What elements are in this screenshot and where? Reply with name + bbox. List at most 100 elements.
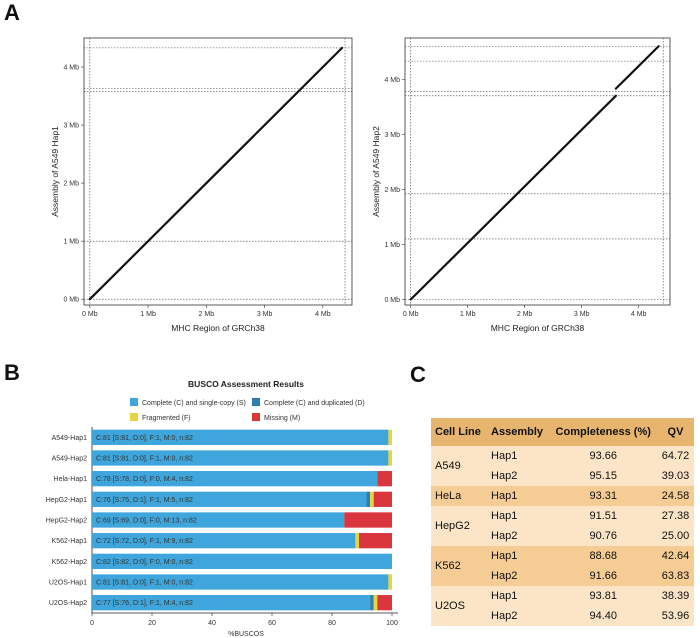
chart-title: BUSCO Assessment Results	[188, 379, 304, 389]
category-label: Hela-Hap1	[54, 476, 88, 483]
assembly-cell: Hap2	[487, 606, 550, 626]
completeness-cell: 95.15	[549, 466, 658, 486]
legend-label: Complete (C) and duplicated (D)	[264, 400, 365, 407]
bar-segment	[388, 574, 392, 590]
category-label: K562-Hap1	[52, 538, 88, 545]
bar-segment	[92, 595, 371, 611]
cell-line-cell: HeLa	[431, 486, 488, 506]
x-tick-label: 0 Mb	[403, 311, 419, 318]
category-label: K562-Hap2	[52, 559, 88, 566]
bar-segment	[92, 491, 367, 507]
header-assembly: Assembly	[487, 418, 550, 446]
x-tick-label: 3 Mb	[574, 311, 590, 318]
bar-segment	[344, 512, 392, 528]
x-axis-label: %BUSCOS	[228, 631, 264, 638]
assembly-cell: Hap2	[487, 566, 550, 586]
bar-segment	[359, 533, 392, 549]
cell-line-cell: U2OS	[431, 586, 488, 626]
completeness-cell: 88.68	[549, 546, 658, 566]
category-label: U2OS-Hap1	[49, 580, 87, 587]
bar-segment	[92, 471, 378, 487]
y-axis-label: Assembly of A549 Hap2	[371, 126, 381, 217]
bar-segment	[377, 471, 392, 487]
alignment-segment	[409, 94, 617, 301]
x-tick-label: 0	[90, 620, 94, 627]
plot-frame	[83, 37, 353, 306]
x-tick-label: 1 Mb	[140, 311, 156, 318]
qv-cell: 53.96	[657, 606, 694, 626]
bar-segment	[388, 450, 392, 466]
table-row: U2OS Hap1 93.81 38.39	[431, 586, 694, 626]
x-tick-label: 4 Mb	[631, 311, 647, 318]
bar-data-label: C:78 [S:78, D:0], F:0, M:4, n:82	[96, 476, 193, 483]
qv-cell: 42.64	[657, 546, 694, 566]
x-tick-label: 60	[268, 620, 276, 627]
x-tick-label: 20	[148, 620, 156, 627]
bar-segment	[366, 491, 371, 507]
table-row: K562 Hap1 88.68 42.64	[431, 546, 694, 586]
completeness-cell: 93.66	[549, 446, 658, 466]
x-tick-label: 100	[386, 620, 398, 627]
table-row: HeLa Hap1 93.31 24.58	[431, 486, 694, 506]
bar-data-label: C:77 [S:76, D:1], F:1, M:4, n:82	[96, 600, 193, 607]
table-row: Hap2 95.15 39.03	[431, 466, 694, 486]
qv-cell: 39.03	[657, 466, 694, 486]
bar-segment	[92, 574, 389, 590]
y-tick-label: 2 Mb	[63, 181, 79, 188]
completeness-cell: 91.66	[549, 566, 658, 586]
legend-swatch	[252, 398, 260, 406]
bar-segment	[370, 491, 374, 507]
y-tick-label: 1 Mb	[63, 239, 79, 246]
qv-cell: 24.58	[657, 486, 694, 506]
table-header-row: Cell Line Assembly Completeness (%) QV	[431, 418, 694, 446]
y-tick-label: 3 Mb	[384, 132, 400, 139]
panel-label-a: A	[4, 0, 20, 25]
table-body: A549 Hap1 93.66 64.72 Hap2 95.15 39.03 HeLa Hap1…	[431, 446, 694, 626]
category-label: A549-Hap2	[52, 456, 88, 463]
qv-cell: 63.83	[657, 566, 694, 586]
panel-label-c: C	[410, 362, 426, 387]
qv-cell: 27.38	[657, 506, 694, 526]
x-axis-label: MHC Region of GRCh38	[171, 323, 265, 333]
x-tick-label: 2 Mb	[199, 311, 215, 318]
bar-segment	[92, 512, 345, 528]
cell-line-cell: A549	[431, 446, 488, 486]
qv-cell: 25.00	[657, 526, 694, 546]
completeness-cell: 93.81	[549, 586, 658, 606]
x-tick-label: 40	[208, 620, 216, 627]
bar-data-label: C:69 [S:69, D:0], F:0, M:13, n:82	[96, 518, 197, 525]
completeness-cell: 90.76	[549, 526, 658, 546]
category-label: HepG2-Hap1	[46, 497, 87, 504]
panel-label-b: B	[4, 360, 20, 385]
y-tick-label: 1 Mb	[384, 242, 400, 249]
x-tick-label: 1 Mb	[460, 311, 476, 318]
header-cell-line: Cell Line	[431, 418, 488, 446]
header-completeness: Completeness (%)	[549, 418, 658, 446]
cell-line-cell: HepG2	[431, 506, 488, 546]
table-row: Hap2 94.40 53.96	[431, 606, 694, 626]
assembly-cell: Hap1	[487, 586, 550, 606]
legend-swatch	[130, 413, 138, 421]
bar-segment	[92, 553, 392, 569]
x-tick-label: 4 Mb	[315, 311, 331, 318]
header-qv: QV	[657, 418, 694, 446]
bar-segment	[92, 429, 389, 445]
legend-label: Missing (M)	[264, 415, 300, 422]
table-row: Hap2 91.66 63.83	[431, 566, 694, 586]
bar-data-label: C:81 [S:81, D:0], F:1, M:0, n:82	[96, 580, 193, 587]
bar-segment	[388, 429, 392, 445]
y-tick-label: 4 Mb	[384, 77, 400, 84]
completeness-cell: 93.31	[549, 486, 658, 506]
category-label: A549-Hap1	[52, 435, 88, 442]
category-label: U2OS-Hap2	[49, 600, 87, 607]
legend-label: Complete (C) and single-copy (S)	[142, 400, 246, 407]
category-label: HepG2-Hap2	[46, 518, 87, 525]
bar-segment	[92, 450, 389, 466]
y-tick-label: 2 Mb	[384, 187, 400, 194]
x-axis-label: MHC Region of GRCh38	[491, 323, 585, 333]
bar-segment	[373, 491, 392, 507]
bar-data-label: C:72 [S:72, D:0], F:1, M:9, n:82	[96, 538, 193, 545]
qv-cell: 38.39	[657, 586, 694, 606]
alignment-segment	[88, 46, 344, 301]
assembly-cell: Hap2	[487, 526, 550, 546]
